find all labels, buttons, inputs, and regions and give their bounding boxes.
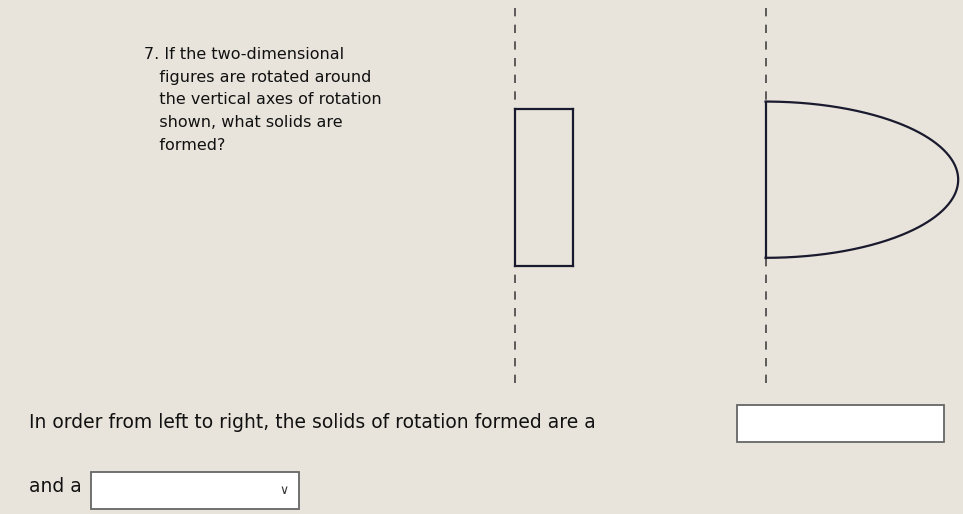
Text: 7. If the two-dimensional
   figures are rotated around
   the vertical axes of : 7. If the two-dimensional figures are ro… xyxy=(144,47,382,153)
Text: In order from left to right, the solids of rotation formed are a: In order from left to right, the solids … xyxy=(29,413,596,432)
Bar xyxy=(737,406,944,443)
Bar xyxy=(91,472,299,509)
Text: and a: and a xyxy=(29,478,82,497)
Text: ∨: ∨ xyxy=(279,484,289,497)
